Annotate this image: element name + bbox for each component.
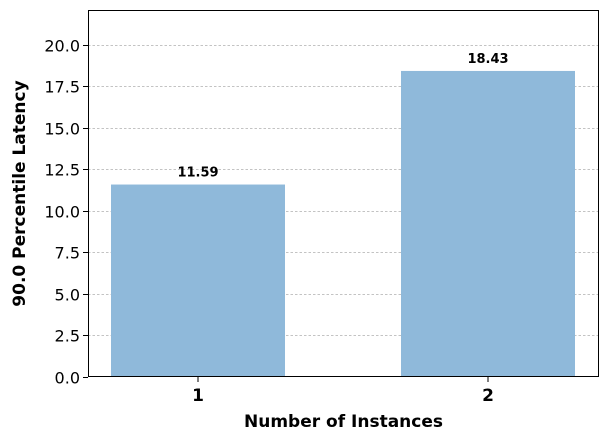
y-tick-label: 0.0 bbox=[55, 369, 80, 388]
data-labels: 11.59 18.43 bbox=[177, 52, 508, 181]
y-tick-label: 7.5 bbox=[55, 244, 80, 263]
y-tick-label: 17.5 bbox=[44, 78, 80, 97]
y-tick-label: 20.0 bbox=[44, 37, 80, 56]
y-tick-label: 2.5 bbox=[55, 327, 80, 346]
data-label-1: 11.59 bbox=[177, 166, 218, 181]
y-axis-title: 90.0 Percentile Latency bbox=[10, 80, 30, 306]
plot-frame bbox=[88, 10, 599, 377]
y-tick-label: 12.5 bbox=[44, 161, 80, 180]
data-label-2: 18.43 bbox=[467, 52, 508, 67]
bar-2 bbox=[401, 70, 575, 377]
y-tick-label: 15.0 bbox=[44, 120, 80, 139]
y-axis-ticks: 0.0 2.5 5.0 7.5 10.0 12.5 15.0 17.5 20.0 bbox=[44, 37, 88, 388]
x-axis-title: Number of Instances bbox=[244, 412, 443, 432]
y-tick-label: 5.0 bbox=[55, 286, 80, 305]
x-tick-label: 2 bbox=[482, 386, 494, 406]
x-tick-label: 1 bbox=[192, 386, 204, 406]
bar-1 bbox=[111, 184, 285, 377]
bars bbox=[111, 70, 575, 377]
y-tick-label: 10.0 bbox=[44, 203, 80, 222]
